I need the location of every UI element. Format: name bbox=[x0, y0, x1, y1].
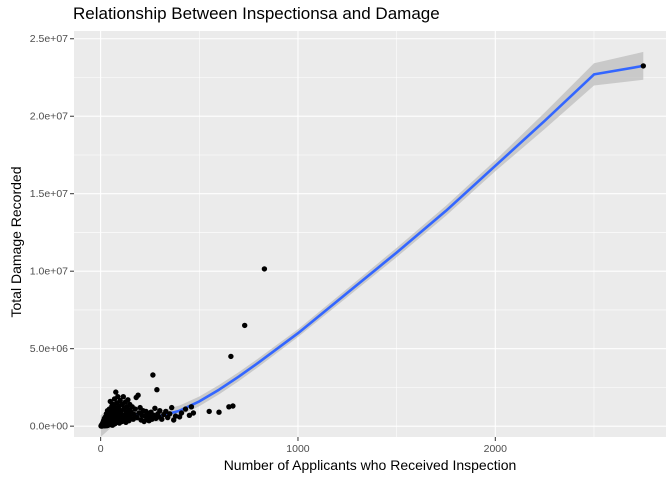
chart-title: Relationship Between Inspectionsa and Da… bbox=[73, 4, 440, 23]
data-point bbox=[113, 389, 119, 395]
x-axis-title: Number of Applicants who Received Inspec… bbox=[223, 457, 517, 473]
data-point bbox=[115, 394, 121, 400]
data-point bbox=[172, 413, 179, 419]
y-tick-label: 2.5e+07 bbox=[30, 33, 68, 45]
data-point bbox=[261, 266, 268, 272]
x-axis: 0 1000 2000 bbox=[98, 437, 507, 455]
data-point bbox=[152, 405, 158, 411]
data-points bbox=[98, 63, 646, 429]
data-point bbox=[120, 394, 127, 400]
data-point bbox=[186, 412, 193, 418]
x-tick-label: 2000 bbox=[484, 443, 508, 455]
data-point bbox=[159, 416, 165, 422]
data-point bbox=[125, 397, 131, 403]
data-point bbox=[228, 353, 234, 360]
y-axis: 0.0e+00 5.0e+06 1.0e+07 1.5e+07 2.0e+07 2.5e+… bbox=[30, 33, 74, 433]
data-point bbox=[167, 411, 173, 417]
data-point bbox=[154, 387, 160, 393]
x-tick-label: 0 bbox=[98, 443, 104, 455]
y-tick-label: 0.0e+00 bbox=[30, 421, 68, 433]
y-tick-label: 1.0e+07 bbox=[30, 266, 68, 278]
data-point bbox=[182, 406, 189, 412]
y-tick-label: 1.5e+07 bbox=[30, 188, 68, 200]
data-point bbox=[169, 404, 175, 411]
data-point bbox=[132, 406, 138, 412]
data-point bbox=[226, 404, 232, 410]
data-point bbox=[190, 410, 197, 416]
data-point bbox=[163, 408, 169, 415]
data-point bbox=[150, 372, 156, 378]
data-point bbox=[242, 322, 248, 329]
data-point bbox=[206, 408, 212, 415]
x-tick-label: 1000 bbox=[286, 443, 310, 455]
data-point bbox=[640, 63, 646, 69]
data-point bbox=[135, 392, 141, 398]
data-point bbox=[134, 414, 140, 421]
data-point bbox=[157, 408, 163, 414]
y-tick-label: 5.0e+06 bbox=[30, 343, 68, 355]
y-tick-label: 2.0e+07 bbox=[30, 111, 68, 123]
y-axis-title-box: Total Damage Recorded bbox=[6, 142, 26, 342]
data-point bbox=[178, 410, 185, 416]
data-point bbox=[230, 403, 236, 409]
minor-gridlines bbox=[74, 31, 666, 437]
data-point bbox=[216, 409, 222, 415]
data-point bbox=[188, 404, 195, 410]
y-axis-title: Total Damage Recorded bbox=[8, 166, 24, 318]
